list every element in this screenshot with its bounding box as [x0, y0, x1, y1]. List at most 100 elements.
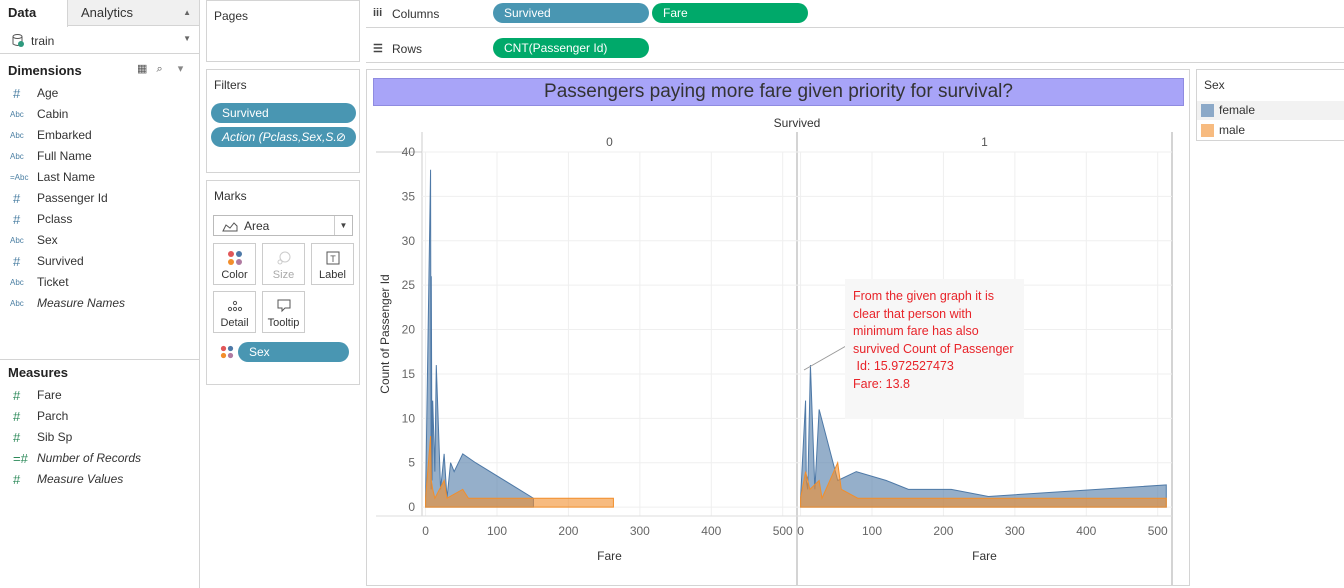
legend-swatch-female [1201, 104, 1214, 117]
chart-title: Passengers paying more fare given priori… [373, 78, 1184, 106]
field-label: Measure Values [37, 472, 124, 486]
detail-button[interactable]: Detail [213, 291, 256, 333]
number-type-icon: # [13, 191, 21, 206]
x-tick-label: 500 [773, 524, 793, 538]
area-series-female-pane-0 [425, 169, 534, 508]
field-label: Passenger Id [37, 191, 108, 205]
x-tick-label: 500 [1148, 524, 1168, 538]
filter-pill-action-label: Action (Pclass,Sex,S.. [222, 130, 341, 144]
tab-analytics[interactable]: Analytics ▲ ▼ [69, 0, 199, 43]
x-tick-label: 400 [701, 524, 721, 538]
label-button[interactable]: T Label [311, 243, 354, 285]
field-label: Fare [37, 388, 62, 402]
field-label: Survived [37, 254, 84, 268]
x-tick-label: 200 [933, 524, 953, 538]
dimension-pclass[interactable]: # Pclass [0, 209, 199, 230]
dimension-embarked[interactable]: Abc Embarked [0, 125, 199, 146]
x-tick-label: 100 [487, 524, 507, 538]
chevron-down-icon: ▼ [334, 216, 352, 235]
measure-number-of-records[interactable]: =# Number of Records [0, 448, 199, 469]
legend-swatch-male [1201, 124, 1214, 137]
y-tick-label: 25 [402, 278, 416, 292]
dimension-measure-names[interactable]: Abc Measure Names [0, 293, 199, 314]
y-tick-label: 0 [408, 500, 415, 514]
field-label: Embarked [37, 128, 92, 142]
marks-card: Marks Area ▼ Color Size T Label Detail [206, 180, 360, 385]
data-pane: Data Analytics ▲ ▼ train Dimensions ▦ ⌕ ▾… [0, 0, 200, 588]
legend-item-male[interactable]: male [1197, 121, 1344, 140]
measures-title: Measures [8, 365, 68, 380]
dimension-cabin[interactable]: Abc Cabin [0, 104, 199, 125]
tooltip-button[interactable]: Tooltip [262, 291, 305, 333]
column-header-title: Survived [774, 116, 821, 130]
field-label: Last Name [37, 170, 96, 184]
string-type-icon: Abc [10, 278, 24, 287]
y-tick-label: 5 [408, 456, 415, 470]
pages-card[interactable]: Pages [206, 0, 360, 62]
string-type-icon: Abc [10, 131, 24, 140]
dimension-age[interactable]: # Age [0, 83, 199, 104]
columns-pill-fare[interactable]: Fare [652, 3, 808, 23]
columns-pill-survived[interactable]: Survived [493, 3, 649, 23]
color-icon [228, 251, 242, 265]
menu-arrow-icon[interactable]: ▾ [177, 63, 184, 75]
dimension-passenger-id[interactable]: # Passenger Id [0, 188, 199, 209]
legend-title: Sex [1204, 78, 1225, 92]
marks-color-pill-sex[interactable]: Sex [238, 342, 349, 362]
tab-scroll-icon[interactable]: ▲ ▼ [183, 8, 191, 43]
field-label: Ticket [37, 275, 69, 289]
mark-type-select[interactable]: Area ▼ [213, 215, 353, 236]
pane-header-1: 1 [981, 135, 988, 149]
string-type-icon: Abc [10, 236, 24, 245]
view-toggle-icon[interactable]: ▦ [137, 63, 148, 75]
dimension-survived[interactable]: # Survived [0, 251, 199, 272]
dimension-last-name[interactable]: =Abc Last Name [0, 167, 199, 188]
field-label: Full Name [37, 149, 92, 163]
dimensions-title: Dimensions [8, 63, 82, 78]
tab-data[interactable]: Data [0, 0, 68, 27]
size-button[interactable]: Size [262, 243, 305, 285]
legend-item-female[interactable]: female [1197, 101, 1344, 120]
measure-fare[interactable]: # Fare [0, 385, 199, 406]
columns-label: Columns [392, 7, 440, 21]
data-source-row[interactable]: train [0, 28, 199, 54]
measure-parch[interactable]: # Parch [0, 406, 199, 427]
color-icon [220, 345, 234, 359]
filter-pill-survived[interactable]: Survived [211, 103, 356, 123]
data-source-name: train [31, 34, 55, 48]
dimension-ticket[interactable]: Abc Ticket [0, 272, 199, 293]
measure-sib-sp[interactable]: # Sib Sp [0, 427, 199, 448]
area-series-male-pane-0 [425, 436, 614, 508]
y-tick-label: 15 [402, 367, 416, 381]
dimension-full-name[interactable]: Abc Full Name [0, 146, 199, 167]
legend-label-male: male [1219, 123, 1246, 137]
viz-area: Survived Count of Passenger Id 0 0 100 200 300… [366, 69, 1190, 586]
annotation-box[interactable]: From the given graph it is clear that pe… [845, 279, 1024, 419]
rows-pill-count[interactable]: CNT(Passenger Id) [493, 38, 649, 58]
y-axis-label: Count of Passenger Id [378, 274, 392, 393]
area-icon [222, 222, 238, 232]
filters-card: Filters Survived Action (Pclass,Sex,S.. … [206, 69, 360, 173]
filter-pill-action[interactable]: Action (Pclass,Sex,S.. ⊘ [211, 127, 356, 147]
string-type-icon: Abc [10, 152, 24, 161]
columns-shelf: iii Columns Survived Fare [366, 0, 1344, 28]
y-tick-label: 10 [402, 411, 416, 425]
number-type-icon: # [13, 409, 21, 424]
x-axis-label: Fare [972, 549, 997, 563]
marks-title: Marks [214, 189, 247, 203]
field-label: Age [37, 86, 59, 100]
x-tick-label: 0 [797, 524, 804, 538]
y-tick-label: 30 [402, 234, 416, 248]
number-type-icon: # [13, 388, 21, 403]
database-icon [12, 34, 24, 47]
y-tick-label: 35 [402, 189, 416, 203]
search-icon[interactable]: ⌕ [156, 63, 163, 75]
string-type-icon: =Abc [10, 173, 29, 182]
label-icon: T [326, 251, 340, 265]
dimension-sex[interactable]: Abc Sex [0, 230, 199, 251]
tooltip-button-label: Tooltip [267, 317, 300, 329]
color-button[interactable]: Color [213, 243, 256, 285]
measure-measure-values[interactable]: # Measure Values [0, 469, 199, 490]
size-icon [277, 251, 291, 265]
